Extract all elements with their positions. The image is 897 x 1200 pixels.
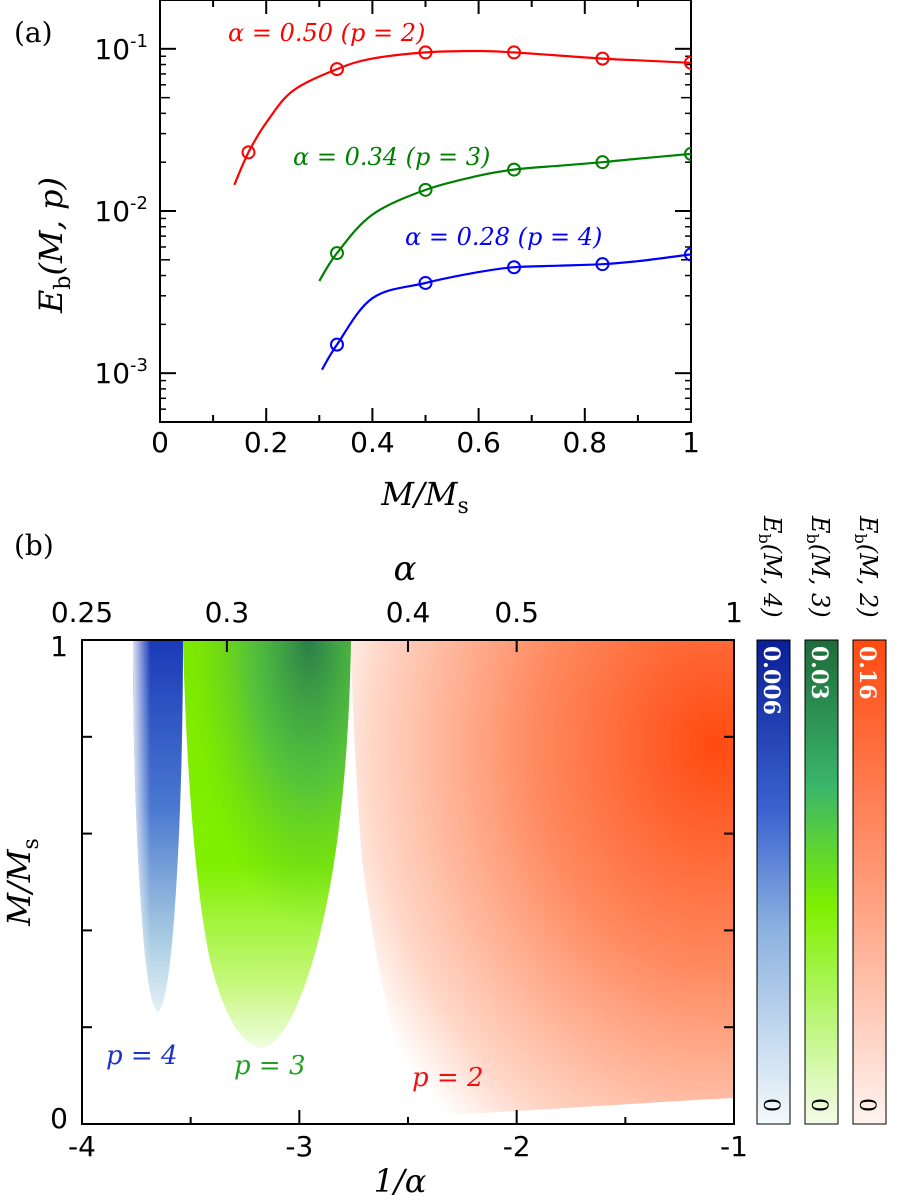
panel-a-xtick-label: 0 [151, 426, 169, 459]
colorbar-p2-bar [852, 639, 887, 1125]
colorbar-p3-bar [804, 639, 839, 1125]
heatmap-region-p4-fade [133, 640, 183, 1012]
data-point [329, 62, 344, 77]
data-point [684, 247, 691, 262]
data-point [329, 337, 344, 352]
panel-b-axes: -4 -3 -2 -1 0.25 0.3 0.4 0.5 1 1 0 [50, 596, 748, 1163]
panel-a-label: (a) [14, 16, 53, 49]
panel-b-ylabel: M/Ms [0, 838, 44, 927]
panel-b-xlabel: 1/α [374, 1162, 427, 1200]
data-point [507, 45, 522, 60]
annotation-alpha-028: α = 0.28 (p = 4) [405, 223, 602, 251]
data-point [418, 182, 433, 197]
colorbar-p4-min: 0 [758, 1098, 783, 1112]
colorbar-p4-bar [756, 639, 791, 1125]
colorbar-p2-max: 0.16 [854, 646, 880, 700]
region-label-p2: p = 2 [412, 1063, 484, 1093]
panel-b-xtick-label: -2 [503, 1130, 531, 1163]
panel-b-top-tick-label: 0.5 [494, 596, 539, 629]
panel-a-xtick-label: 0.6 [456, 426, 501, 459]
heatmap [133, 640, 734, 1116]
series-line-2 [321, 253, 691, 371]
panel-a-ytick-label: 10-2 [94, 193, 148, 228]
region-label-p4: p = 4 [106, 1041, 178, 1071]
region-label-p3: p = 3 [234, 1051, 306, 1081]
panel-b-top-axis-label: α [394, 549, 417, 589]
annotation-alpha-034: α = 0.34 (p = 3) [293, 143, 490, 171]
colorbar-p2-title: Eb(M, 2) [851, 515, 882, 618]
series-line-1 [318, 152, 691, 282]
colorbar-p4: Eb(M, 4) 0.006 0 [755, 515, 791, 1125]
data-point [329, 246, 344, 261]
heatmap-region-p3-high [183, 640, 351, 1048]
panel-b-top-tick-label: 0.4 [386, 596, 431, 629]
colorbar-p3-max: 0.03 [806, 646, 832, 700]
panel-a-axes: 0 0.2 0.4 0.6 0.8 1 10-1 10-2 10-3 [94, 0, 700, 459]
panel-a-frame [159, 0, 692, 423]
data-point [595, 155, 610, 170]
panel-a-xtick-label: 0.8 [563, 426, 608, 459]
colorbar-p4-title: Eb(M, 4) [755, 515, 786, 618]
panel-b-xtick-label: -4 [68, 1130, 96, 1163]
colorbar-p2: Eb(M, 2) 0.16 0 [851, 515, 887, 1125]
annotation-alpha-050: α = 0.50 (p = 2) [228, 19, 425, 47]
data-point [684, 55, 691, 70]
panel-b-top-tick-label: 0.3 [205, 596, 250, 629]
colorbar-p4-max: 0.006 [758, 646, 784, 715]
series-line-0 [233, 49, 691, 186]
data-point [418, 275, 433, 290]
panel-a-xtick-label: 1 [682, 426, 700, 459]
panel-b-xtick-label: -1 [720, 1130, 748, 1163]
panel-a-ytick-label: 10-3 [94, 355, 148, 390]
panel-a-xlabel: M/Ms [380, 475, 469, 519]
data-point [684, 146, 691, 161]
colorbar-p3-title: Eb(M, 3) [803, 515, 834, 618]
panel-a-ylabel: Eb(M, p) [32, 177, 76, 314]
data-point [418, 45, 433, 60]
panel-b-ytick-label: 0 [50, 1102, 68, 1135]
panel-b-top-tick-label: 0.25 [51, 596, 113, 629]
panel-b-label: (b) [14, 529, 54, 562]
data-point [595, 51, 610, 66]
data-point [241, 145, 256, 160]
data-point [507, 162, 522, 177]
panel-a-xtick-label: 0.2 [244, 426, 289, 459]
colorbar-p2-min: 0 [854, 1098, 879, 1112]
data-point [507, 260, 522, 275]
colorbar-p3-min: 0 [806, 1098, 831, 1112]
panel-b-ytick-label: 1 [50, 630, 68, 663]
panel-a-xtick-label: 0.4 [350, 426, 395, 459]
colorbar-p3: Eb(M, 3) 0.03 0 [803, 515, 839, 1125]
data-point [595, 257, 610, 272]
panel-b-top-tick-label: 1 [725, 596, 743, 629]
heatmap-region-p2 [351, 640, 734, 1116]
panel-b-xtick-label: -3 [285, 1130, 313, 1163]
panel-a-ytick-label: 10-1 [94, 31, 148, 66]
